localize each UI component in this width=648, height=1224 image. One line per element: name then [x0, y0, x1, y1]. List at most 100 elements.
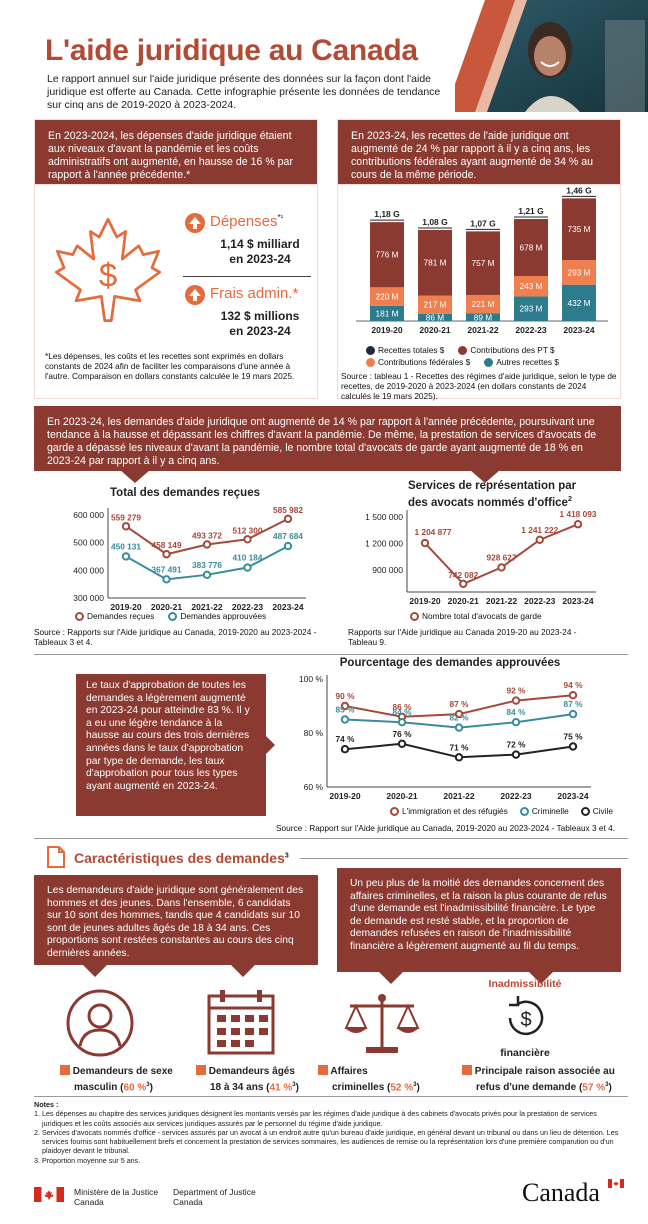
duty-counsel-line-chart: 1 500 000 1 200 000 900 000 2019-20 2020-21 2…: [365, 509, 597, 606]
data-point: [511, 718, 521, 727]
data-point: [283, 514, 293, 524]
bar-segment: [370, 222, 404, 288]
legend-item: Recettes totales $: [366, 345, 444, 355]
data-label: 75 %: [564, 732, 584, 742]
data-label: 487 684: [273, 531, 303, 541]
x-tick-label: 2020-21: [448, 596, 479, 606]
up-arrow-icon: [185, 213, 205, 233]
revenue-bar-chart: 181 M 220 M 776 M 1,18 G 2019-20 86 M 217 M 781…: [356, 185, 608, 335]
data-point: [454, 709, 464, 719]
requests-line-chart: 600 000 500 000 400 000 300 000 2019-20 2020-…: [73, 505, 306, 612]
data-label: 1 418 093: [560, 509, 597, 519]
note-item: 1. Les dépenses au chapitre des services…: [34, 1109, 597, 1128]
x-tick-label: 2022-23: [515, 325, 546, 335]
approval-legend: L'immigration et des réfugiés Criminelle…: [390, 806, 613, 816]
bar-total-label: 1,18 G: [374, 209, 400, 219]
duty-source: Rapports sur l'Aide juridique au Canada …: [348, 627, 577, 647]
x-tick-label: 2019-20: [110, 602, 141, 612]
x-tick-label: 2020-21: [386, 791, 417, 801]
data-point: [397, 739, 407, 749]
data-label: 94 %: [564, 680, 584, 690]
x-tick-label: 2021-22: [443, 791, 474, 801]
data-label: 86 %: [393, 702, 413, 712]
page-title: L'aide juridique au Canada: [45, 34, 418, 67]
financial-label: financière: [500, 1047, 550, 1059]
revenue-legend: Recettes totales $ Contributions des PT …: [366, 345, 616, 367]
bar-segment: [370, 287, 404, 306]
bar-segment: [370, 305, 404, 321]
bar-value-label: 293 M: [519, 304, 542, 314]
x-tick-label: 2019-20: [371, 325, 402, 335]
person-icon: [66, 989, 134, 1057]
data-label: 87 %: [564, 699, 584, 709]
scales-of-justice-icon: [344, 994, 420, 1053]
y-tick-label: 60 %: [304, 782, 324, 792]
data-point: [202, 570, 212, 580]
data-point: [397, 718, 407, 727]
data-label: 742 082: [448, 570, 478, 580]
canada-wordmark: Canada: [522, 1178, 600, 1207]
bar-segment: [418, 313, 452, 321]
y-tick-label: 900 000: [372, 565, 403, 575]
canada-flag-icon: [34, 1187, 64, 1202]
data-point: [573, 520, 583, 529]
bar-value-label: 220 M: [375, 292, 398, 302]
divider: [34, 654, 628, 655]
data-point: [454, 723, 464, 732]
bar-segment: [466, 313, 500, 321]
inadmissibility-label: Inadmissibilité: [488, 978, 562, 990]
expenses-value: 1,14 $ milliard: [220, 237, 300, 251]
approval-chart-title: Pourcentage des demandes approuvées: [339, 657, 561, 669]
data-label: 85 %: [336, 705, 356, 715]
data-point: [283, 541, 293, 551]
data-point: [511, 750, 521, 759]
data-point: [497, 563, 506, 572]
divider: [300, 858, 628, 859]
bar-value-label: 432 M: [567, 298, 590, 308]
data-point: [121, 552, 131, 561]
x-tick-label: 2021-22: [467, 325, 498, 335]
criminal-refusal-box: Un peu plus de la moitié des demandes co…: [337, 868, 621, 972]
bar-total-label: 1,08 G: [422, 217, 448, 227]
y-tick-label: 500 000: [73, 538, 104, 548]
legend-item: Autres recettes $: [484, 357, 559, 367]
y-tick-label: 100 %: [299, 674, 324, 684]
data-point: [454, 753, 464, 762]
approval-source: Source : Rapport sur l'Aide juridique au…: [276, 823, 616, 833]
data-label: 1 204 877: [415, 527, 452, 537]
data-label: 90 %: [336, 691, 356, 701]
data-label: 367 491: [152, 564, 182, 574]
data-point: [535, 535, 544, 545]
bar-value-label: 86 M: [426, 312, 445, 322]
constant-dollars-footnote: *Les dépenses, les coûts et les recettes…: [45, 351, 295, 381]
bar-value-label: 181 M: [375, 308, 398, 318]
data-label: 410 184: [233, 553, 263, 563]
data-label: 74 %: [336, 734, 356, 744]
notes: Notes : 1. Les dépenses au chapitre des …: [34, 1096, 628, 1165]
x-tick-label: 2021-22: [191, 602, 222, 612]
demographics-box: Les demandeurs d'aide juridique sont gén…: [34, 875, 318, 965]
x-tick-label: 2022-23: [232, 602, 263, 612]
bar-segment: [418, 229, 452, 296]
legend-item: Contributions fédérales $: [366, 357, 470, 367]
expenses-label: Dépenses: [210, 213, 278, 230]
admin-year: en 2023-24: [229, 324, 291, 338]
document-icon: [47, 846, 65, 868]
callout-arrow: [378, 971, 404, 984]
legend-item: L'immigration et des réfugiés: [390, 806, 508, 816]
x-tick-label: 2023-24: [563, 325, 594, 335]
legend-item: Demandes approuvées: [168, 611, 266, 621]
legend-item: Contributions des PT $: [458, 345, 555, 355]
callout-arrow: [120, 470, 150, 483]
stat-age: Demandeurs âgés 18 à 34 ans (41 %3): [196, 1065, 299, 1094]
bar-value-label: 776 M: [375, 250, 398, 260]
data-point: [243, 535, 252, 544]
x-tick-label: 2022-23: [524, 596, 555, 606]
intro-text: Le rapport annuel sur l'aide juridique p…: [47, 73, 441, 111]
bar-total-label: 1,21 G: [518, 206, 544, 216]
bar-segment: [562, 198, 596, 261]
x-tick-label: 2023-24: [562, 596, 593, 606]
calendar-icon: [207, 990, 275, 1055]
x-tick-label: 2019-20: [409, 596, 440, 606]
duty-legend: Nombre total d'avocats de garde: [410, 611, 542, 621]
